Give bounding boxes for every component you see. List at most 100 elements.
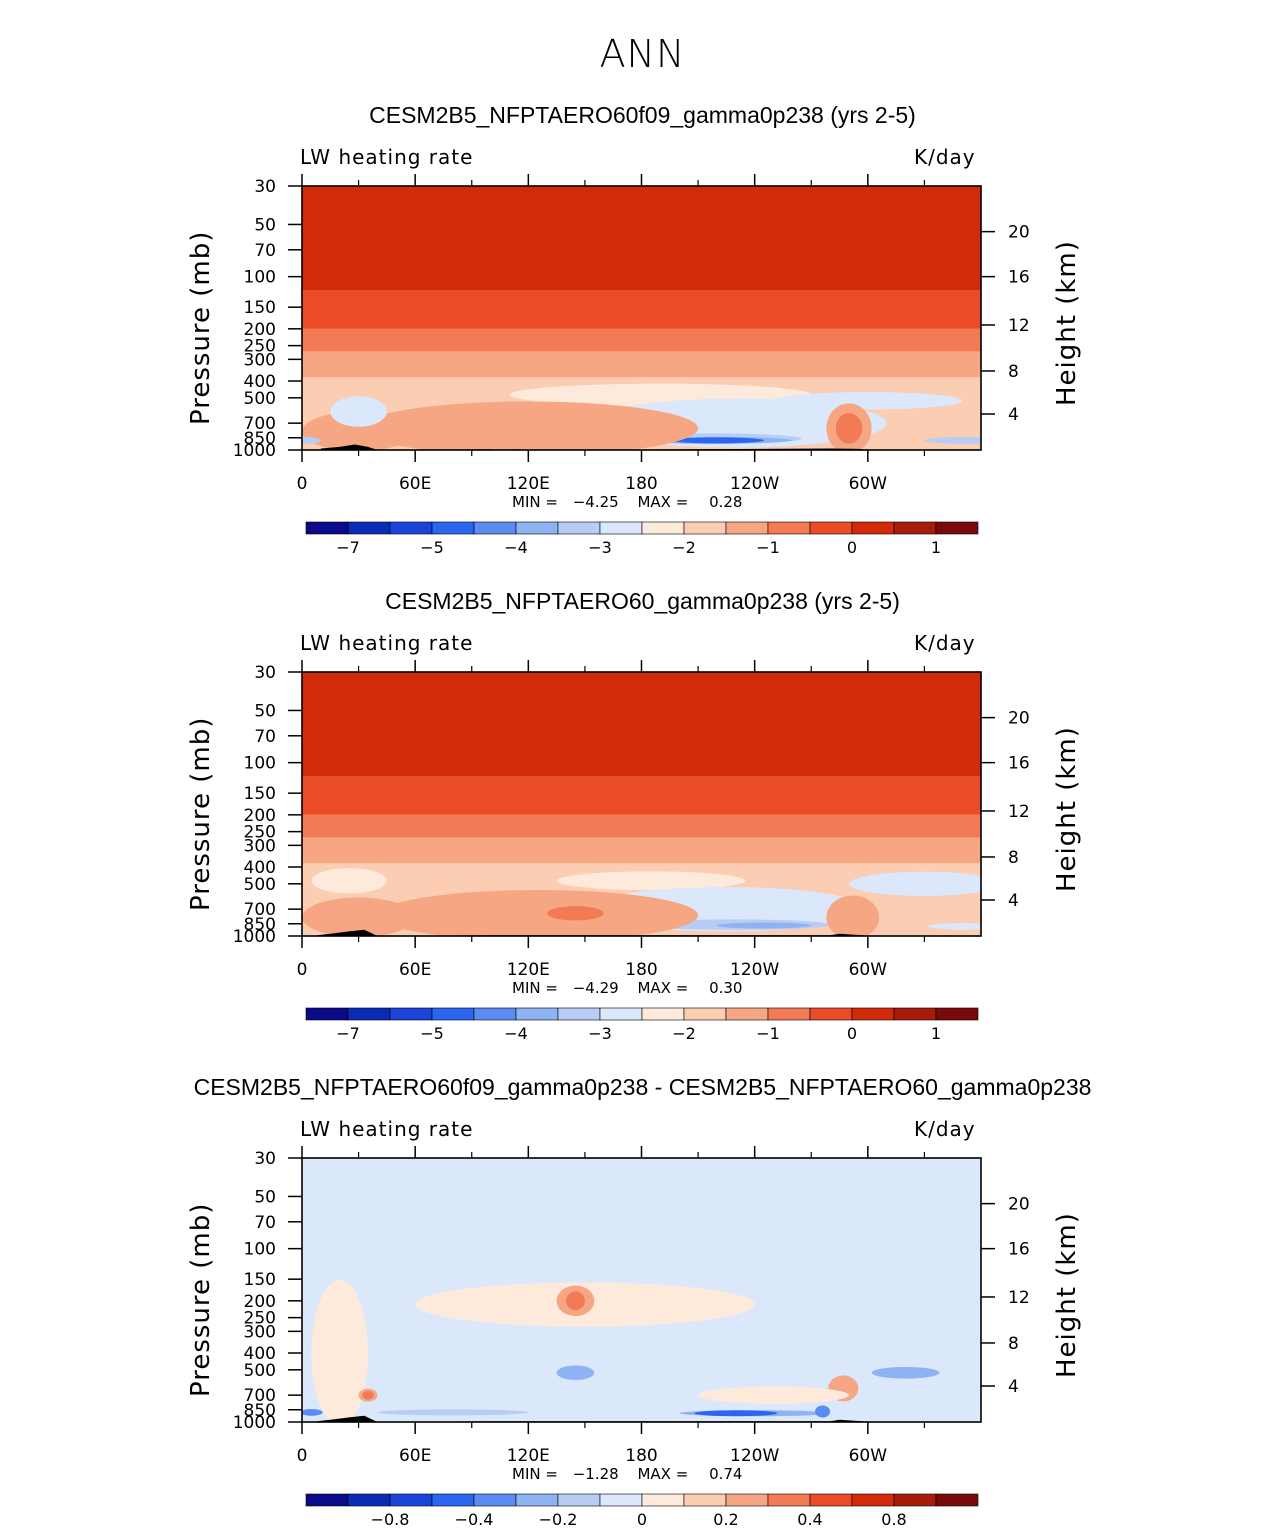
panel-2-contour-11 [547,906,604,921]
panel-3-contour-14 [815,1405,831,1418]
panel-2-xtick-label-4: 120W [730,960,779,980]
panel-3-colorbar-box-11 [767,1493,811,1507]
panel-1-ptick-label-5: 200 [244,320,276,340]
panel-3-colorbar-box-6 [557,1493,601,1507]
panel-1-contour-15 [330,396,387,427]
panel-2-colorbar-label-1: −5 [420,1024,444,1043]
panel-1-colorbar-label-3: −3 [588,538,612,557]
panel-1-contour-10 [669,437,765,444]
panel-3-contour-8 [698,1386,849,1404]
panel-2-contour-14 [928,922,981,930]
panel-2-ptick-label-3: 100 [244,754,276,774]
panel-1-ptick-label-9: 500 [244,389,276,409]
panel-1-contour-14 [835,413,863,444]
panel-1-ptick-label-0: 30 [254,177,276,197]
panel-1-htick-label-0: 20 [1008,223,1030,243]
panel-3-minmax: MIN = −1.28 MAX = 0.74 [512,1465,742,1483]
panel-3-pressure-axis-label: Pressure (mb) [186,1202,216,1397]
panel-1-colorbar-box-1 [347,521,391,535]
panel-2-colorbar-box-7 [599,1007,643,1021]
panel-2-height-axis-label: Height (km) [1052,726,1082,892]
panel-2-field [302,672,981,936]
panel-1-field-label: LW heating rate [300,145,474,169]
panel-1-htick-label-4: 4 [1008,405,1019,425]
panel-1-xtick-label-4: 120W [730,474,779,494]
panel-3-ptick-label-10: 700 [244,1386,276,1406]
panel-1-field [302,186,981,450]
panel-3-min-label: MIN = [512,1465,558,1483]
panel-2-ptick-label-12: 1000 [233,927,276,947]
panel-1-xtick-label-1: 60E [399,474,431,494]
panel-1-colorbar-label-2: −4 [504,538,528,557]
panel-1-colorbar-box-13 [851,521,895,535]
panel-1-colorbar-box-7 [599,521,643,535]
panel-2-title: CESM2B5_NFPTAERO60_gamma0p238 (yrs 2-5) [385,588,900,614]
panel-3-colorbar-box-8 [641,1493,685,1507]
panel-1-colorbar-label-6: 0 [847,538,857,557]
panel-2-colorbar-label-5: −1 [756,1024,780,1043]
panel-2-ptick-label-6: 250 [244,823,276,843]
panel-3-max-value: 0.74 [709,1465,743,1483]
panel-3-colorbar-label-2: −0.2 [539,1510,578,1529]
panel-1-colorbar-box-4 [473,521,517,535]
panel-1-ptick-label-7: 300 [244,350,276,370]
panel-3-title: CESM2B5_NFPTAERO60f09_gamma0p238 - CESM2… [193,1074,1092,1100]
panel-3-colorbar-box-15 [935,1493,979,1507]
panel-2-colorbar-box-14 [893,1007,937,1021]
panel-2-xtick-label-1: 60E [399,960,431,980]
panel-3-xtick-label-0: 0 [297,1446,308,1466]
panel-1-colorbar-box-15 [935,521,979,535]
panel-2-contour-0 [302,672,981,777]
panel-2-ptick-label-10: 700 [244,900,276,920]
panel-1-colorbar-box-8 [641,521,685,535]
panel-3-colorbar-box-4 [473,1493,517,1507]
panel-2-colorbar-label-7: 1 [931,1024,941,1043]
panel-1-colorbar-box-11 [767,521,811,535]
panel-2-colorbar-box-5 [515,1007,559,1021]
panel-1-colorbar-box-5 [515,521,559,535]
panel-2-htick-label-1: 16 [1008,754,1030,774]
panel-3-contour-3 [566,1291,585,1311]
panel-1-contour-1 [302,290,981,329]
panel-3-height-axis-label: Height (km) [1052,1212,1082,1378]
panel-1-ptick-label-3: 100 [244,268,276,288]
panel-3-colorbar-box-0 [305,1493,349,1507]
panel-3-colorbar-label-1: −0.4 [455,1510,494,1529]
panel-2-colorbar-label-4: −2 [672,1024,696,1043]
panel-2-ptick-label-11: 850 [244,915,276,935]
panel-2-contour-10 [377,889,699,936]
panel-1-ptick-label-8: 400 [244,372,276,392]
panel-3-min-value: −1.28 [572,1465,619,1483]
panel-1-ptick-label-6: 250 [244,337,276,357]
panel-2-contour-12 [302,897,416,936]
panel-3-colorbar-box-2 [389,1493,433,1507]
panel-2-contour-13 [826,895,880,936]
panel-2-ptick-label-0: 30 [254,663,276,683]
panel-3-colorbar-label-3: 0 [637,1510,647,1529]
panel-2-colorbar-box-11 [767,1007,811,1021]
panel-2-ptick-label-4: 150 [244,784,276,804]
panel-1-colorbar-box-9 [683,521,727,535]
panel-3-colorbar-box-5 [515,1493,559,1507]
panel-3-htick-label-2: 12 [1008,1288,1030,1308]
panel-1-ptick-label-1: 50 [254,215,276,235]
panel-3-htick-label-3: 8 [1008,1334,1019,1354]
panel-1-colorbar-box-0 [305,521,349,535]
panel-2-colorbar-box-13 [851,1007,895,1021]
panel-1-title: CESM2B5_NFPTAERO60f09_gamma0p238 (yrs 2-… [369,102,916,128]
panel-2-min-label: MIN = [512,979,558,997]
panel-2-colorbar-box-4 [473,1007,517,1021]
panel-3-xtick-label-2: 120E [507,1446,550,1466]
panel-1-ptick-label-12: 1000 [233,441,276,461]
panel-3-ptick-label-0: 30 [254,1149,276,1169]
panel-1-xtick-label-2: 120E [507,474,550,494]
panel-3-colorbar-label-5: 0.4 [797,1510,822,1529]
panel-2-contour-9 [716,922,812,929]
panel-3-xtick-label-5: 60W [849,1446,888,1466]
panel-3-ptick-label-7: 300 [244,1322,276,1342]
panel-1-xtick-label-3: 180 [625,474,657,494]
panel-1-min-value: −4.25 [572,493,619,511]
panel-3-colorbar-label-0: −0.8 [371,1510,410,1529]
panel-3-max-label: MAX = [637,1465,689,1483]
panel-1-xtick-label-0: 0 [297,474,308,494]
